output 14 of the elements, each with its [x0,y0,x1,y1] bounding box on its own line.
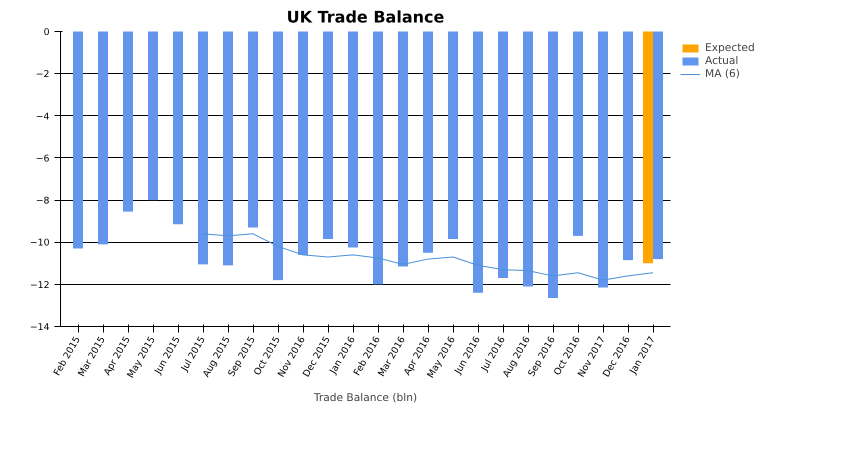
line-series [202,233,654,281]
legend-label: Actual [705,54,738,67]
legend-label: MA (6) [705,67,740,80]
y-tick-label: −2 [36,69,50,80]
y-tick-label: −8 [36,196,50,207]
y-tick-label: 0 [44,27,50,38]
legend-label: Expected [705,41,755,54]
y-tick-label: −12 [30,280,50,291]
y-tick-label: −10 [30,238,50,249]
x-axis-title: Trade Balance (bln) [312,390,418,404]
chart-title: UK Trade Balance [286,8,444,26]
y-tick-label: −6 [36,153,50,164]
y-tick-label: −4 [36,111,50,122]
y-tick-label: −14 [30,322,50,333]
